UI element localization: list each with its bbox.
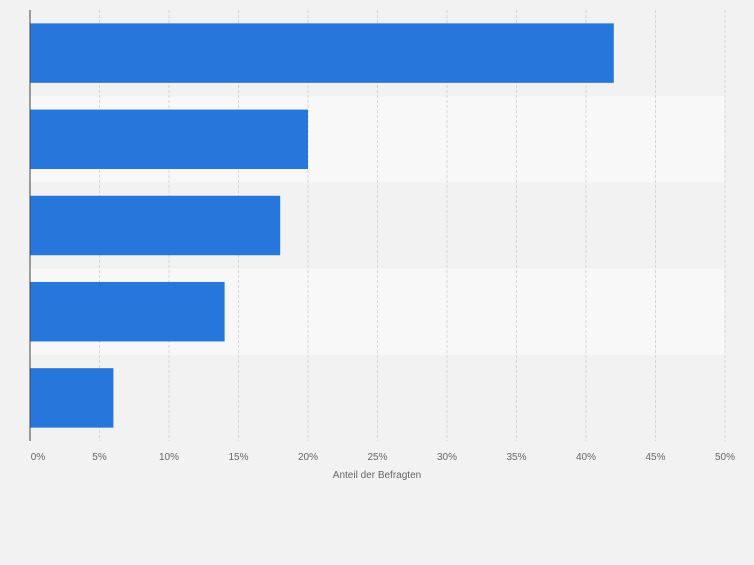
x-tick-label: 40% [576, 452, 596, 463]
x-axis-label: Anteil der Befragten [333, 470, 421, 481]
x-tick-label: 25% [367, 452, 387, 463]
bar [30, 23, 614, 83]
x-tick-label: 50% [715, 452, 735, 463]
bar [30, 195, 281, 256]
x-tick-label: 10% [159, 452, 179, 463]
x-tick-label: 15% [228, 452, 248, 463]
bar [30, 281, 225, 342]
bars [30, 23, 614, 428]
x-tick-label: 0% [31, 452, 46, 463]
x-tick-label: 45% [645, 452, 665, 463]
bar [30, 368, 114, 428]
x-tick-label: 20% [298, 452, 318, 463]
x-tick-label: 35% [506, 452, 526, 463]
x-tick-label: 5% [92, 452, 107, 463]
x-tick-label: 30% [437, 452, 457, 463]
bar [30, 109, 308, 170]
x-axis-ticks: 0% 5% 10% 15% 20% 25% 30% 35% 40% 45% 50% [31, 452, 735, 463]
